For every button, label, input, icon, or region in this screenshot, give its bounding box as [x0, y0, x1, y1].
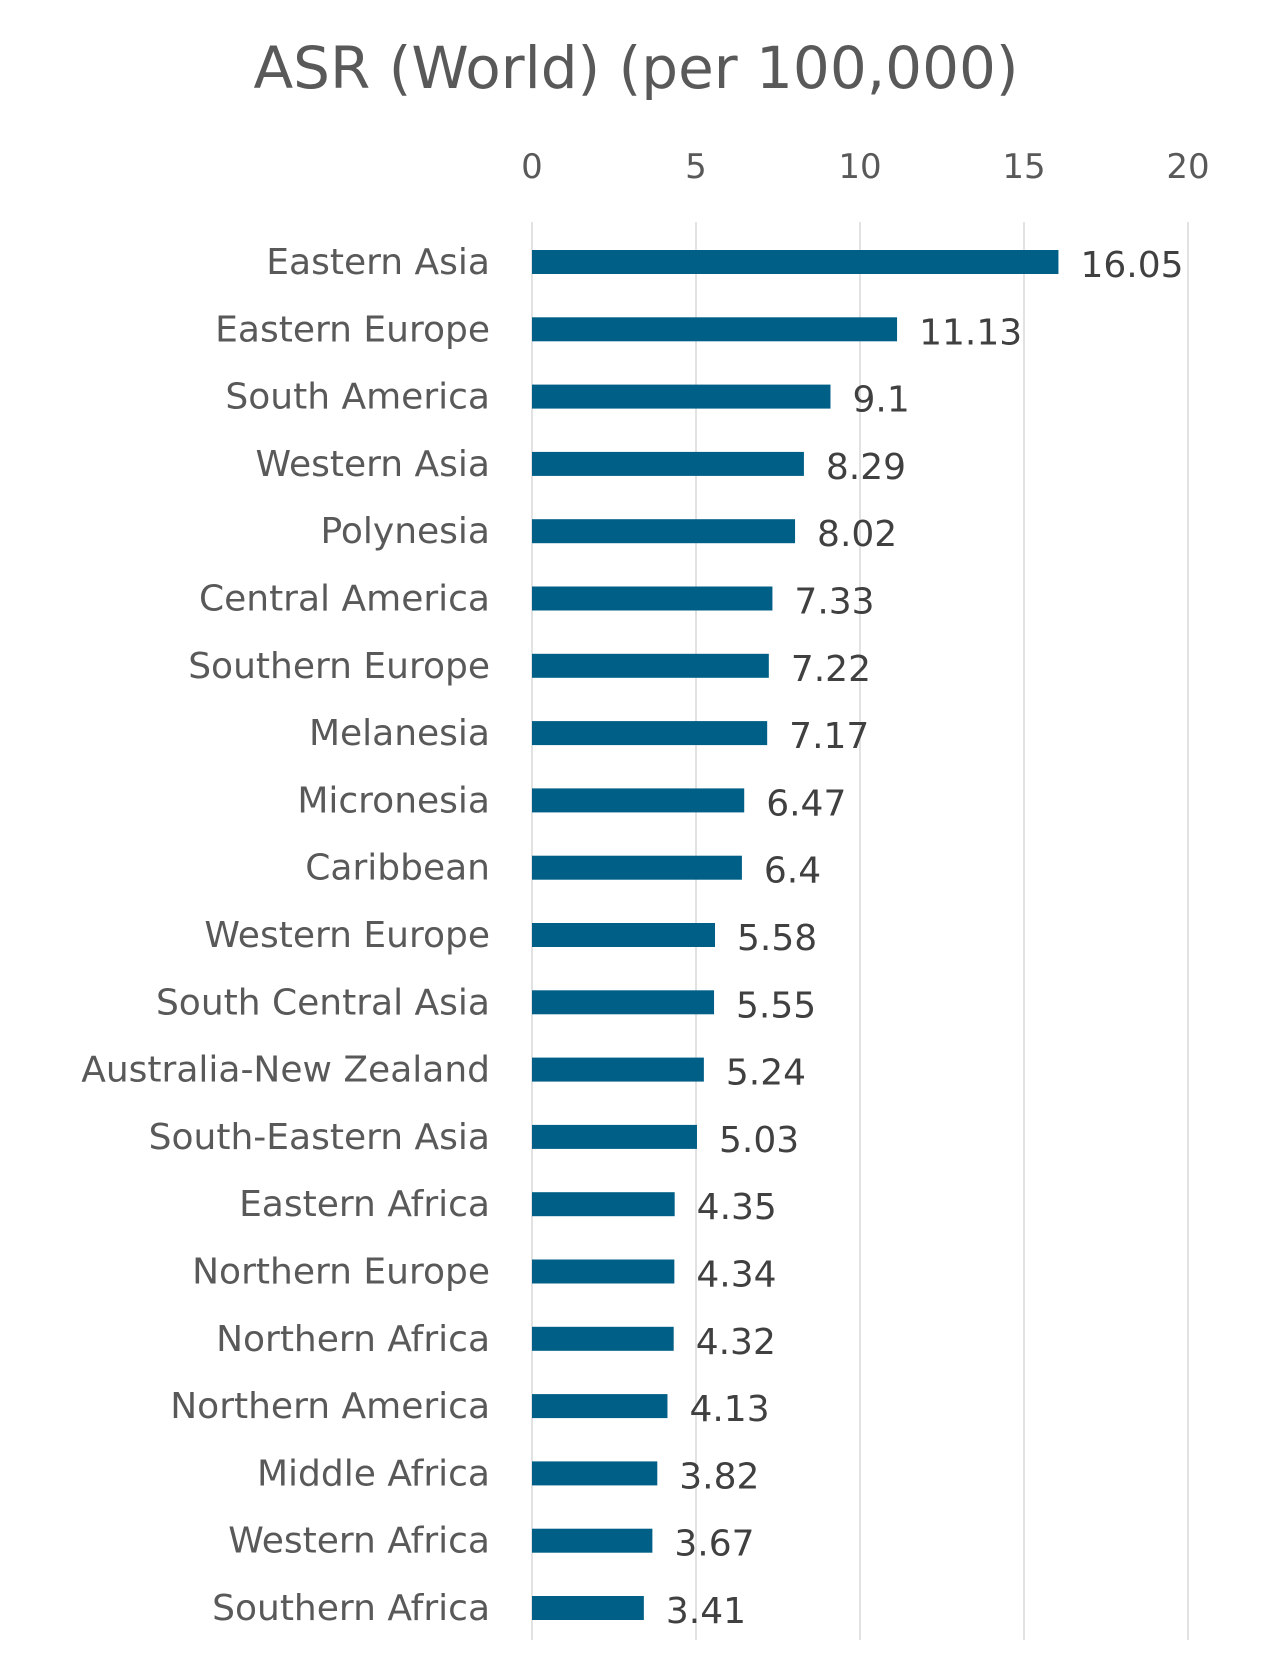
x-tick-label-20: 20	[1166, 147, 1209, 187]
bar-caribbean	[532, 855, 742, 880]
bar-australia-new-zealand	[532, 1057, 704, 1082]
category-label-northern-africa: Northern Africa	[216, 1319, 490, 1360]
bar-southern-europe	[532, 653, 769, 678]
bar-central-america	[532, 586, 773, 611]
data-label-eastern-africa: 4.35	[697, 1187, 777, 1228]
data-label-south-america: 9.1	[852, 380, 909, 421]
bar-south-america	[532, 384, 831, 409]
x-tick-label-5: 5	[685, 147, 707, 187]
category-label-polynesia: Polynesia	[320, 511, 490, 552]
bar-south-central-asia	[532, 990, 715, 1015]
bar-polynesia	[532, 519, 796, 544]
category-label-eastern-europe: Eastern Europe	[215, 309, 490, 350]
data-label-polynesia: 8.02	[817, 514, 897, 555]
x-tick-label-0: 0	[521, 147, 543, 187]
category-label-western-africa: Western Africa	[228, 1521, 490, 1562]
x-axis-ticks: 0 5 10 15 20	[521, 147, 1209, 187]
bar-western-asia	[532, 451, 804, 476]
data-label-western-africa: 3.67	[674, 1524, 754, 1565]
bar-northern-africa	[532, 1326, 674, 1351]
bar-northern-america	[532, 1394, 668, 1419]
bar-eastern-asia	[532, 250, 1059, 274]
category-label-australia-new-zealand: Australia-New Zealand	[81, 1050, 490, 1091]
category-label-northern-europe: Northern Europe	[192, 1252, 490, 1293]
chart-title: ASR (World) (per 100,000)	[253, 34, 1018, 102]
bar-melanesia	[532, 721, 768, 746]
data-label-middle-africa: 3.82	[679, 1456, 759, 1497]
bar-northern-europe	[532, 1259, 675, 1284]
bar-eastern-europe	[532, 317, 898, 342]
category-label-south-eastern-asia: South-Eastern Asia	[149, 1117, 490, 1158]
category-label-south-america: South America	[225, 377, 490, 418]
data-label-northern-africa: 4.32	[696, 1322, 776, 1363]
data-label-central-america: 7.33	[794, 582, 874, 623]
x-tick-label-10: 10	[838, 147, 881, 187]
data-label-caribbean: 6.4	[764, 851, 821, 892]
bars	[532, 250, 1059, 1620]
category-label-western-asia: Western Asia	[255, 444, 490, 485]
data-label-australia-new-zealand: 5.24	[726, 1053, 806, 1094]
data-label-micronesia: 6.47	[766, 783, 846, 824]
category-label-eastern-africa: Eastern Africa	[239, 1184, 490, 1225]
category-label-southern-europe: Southern Europe	[188, 646, 490, 687]
category-label-central-america: Central America	[199, 579, 490, 620]
category-label-western-europe: Western Europe	[204, 915, 490, 956]
bar-micronesia	[532, 788, 745, 813]
data-label-southern-africa: 3.41	[666, 1591, 746, 1632]
data-labels: 16.05 11.139.1 8.29 8.02 7.33 7.22 7.17 6.47 6.4…	[666, 245, 1184, 1632]
bar-western-europe	[532, 923, 716, 947]
x-tick-label-15: 15	[1002, 147, 1045, 187]
data-label-southern-europe: 7.22	[791, 649, 871, 690]
data-label-western-asia: 8.29	[826, 447, 906, 488]
category-labels: Eastern Asia Eastern Europe South America W…	[81, 242, 490, 1629]
category-label-south-central-asia: South Central Asia	[156, 982, 490, 1023]
data-label-melanesia: 7.17	[789, 716, 869, 757]
bar-western-africa	[532, 1528, 653, 1553]
bar-eastern-africa	[532, 1192, 675, 1217]
data-label-northern-america: 4.13	[689, 1389, 769, 1430]
category-label-melanesia: Melanesia	[309, 713, 490, 754]
category-label-northern-america: Northern America	[170, 1386, 490, 1427]
bar-middle-africa	[532, 1461, 658, 1486]
category-label-southern-africa: Southern Africa	[212, 1588, 490, 1629]
bar-southern-africa	[532, 1596, 644, 1620]
data-label-south-eastern-asia: 5.03	[719, 1120, 799, 1161]
category-label-eastern-asia: Eastern Asia	[266, 242, 490, 283]
data-label-eastern-europe: 11.13	[919, 312, 1022, 353]
data-label-eastern-asia: 16.05	[1080, 245, 1183, 286]
category-label-micronesia: Micronesia	[297, 780, 490, 821]
data-label-south-central-asia: 5.55	[736, 985, 816, 1026]
data-label-northern-europe: 4.34	[696, 1255, 776, 1296]
category-label-middle-africa: Middle Africa	[257, 1453, 490, 1494]
bar-south-eastern-asia	[532, 1124, 697, 1149]
data-label-western-europe: 5.58	[737, 918, 817, 959]
category-label-caribbean: Caribbean	[305, 848, 490, 889]
